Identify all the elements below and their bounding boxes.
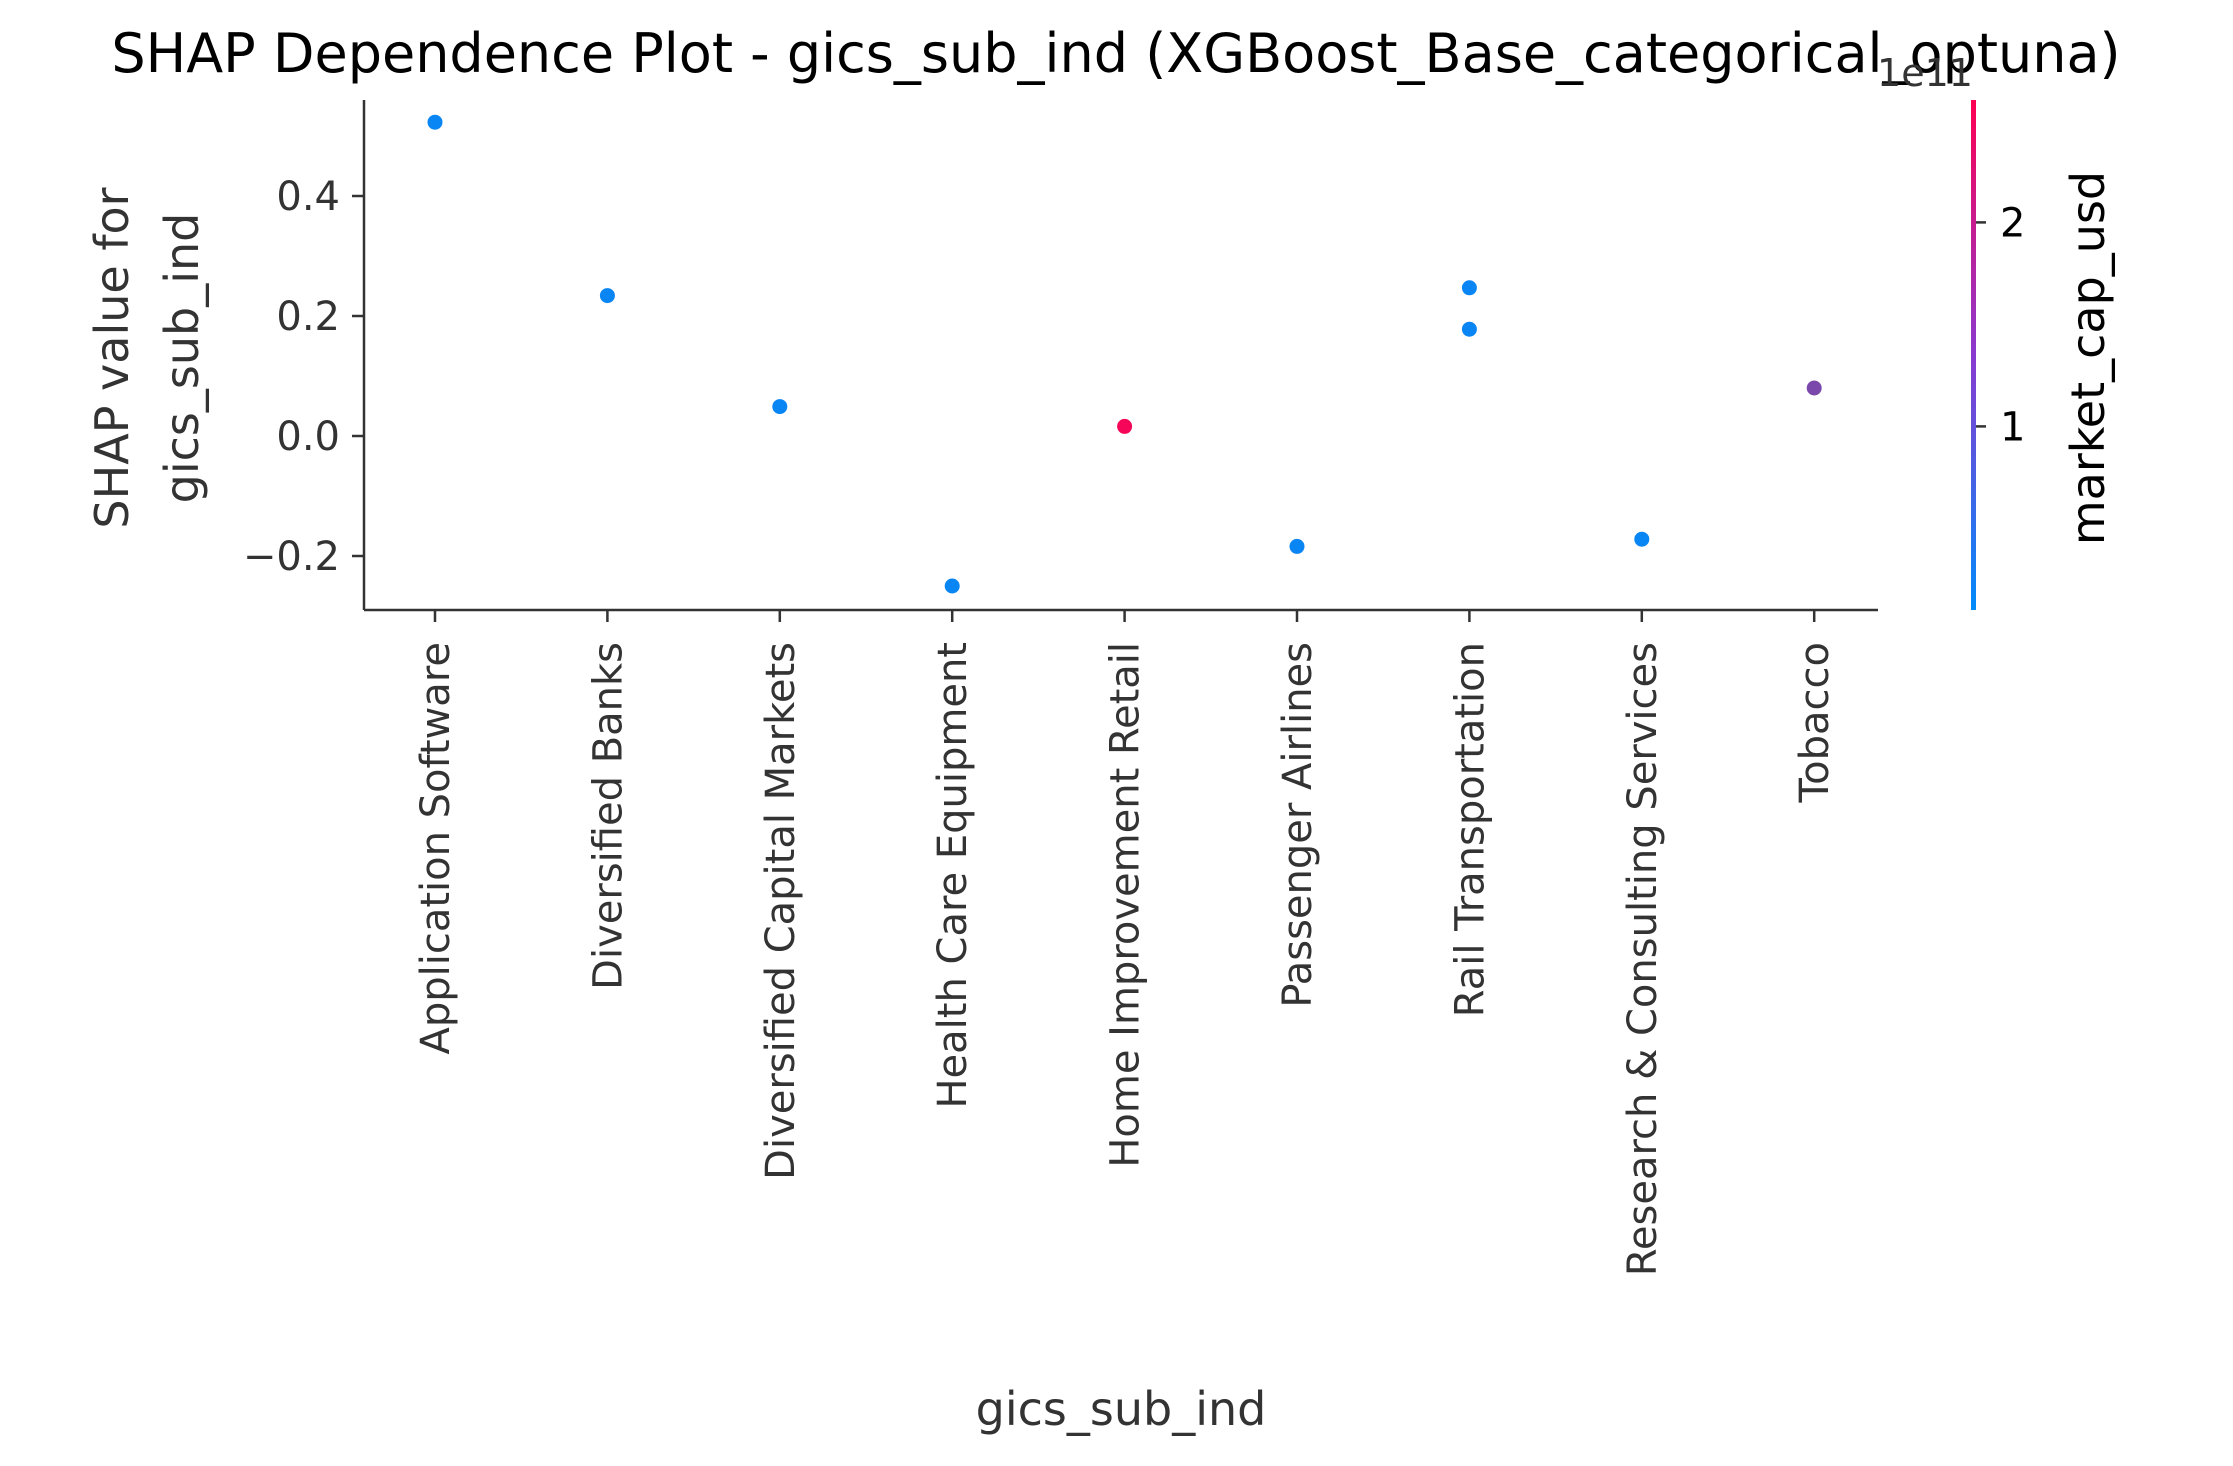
x-tick-label: Health Care Equipment	[930, 642, 976, 1109]
x-tick-label: Rail Transportation	[1447, 642, 1493, 1017]
data-point	[1117, 418, 1133, 434]
data-point	[944, 578, 960, 594]
x-tick-label: Home Improvement Retail	[1103, 642, 1149, 1168]
colorbar-tick-label: 2	[2000, 200, 2025, 246]
data-point	[427, 114, 443, 130]
y-axis-ticks: −0.2 0.0 0.2 0.4	[243, 174, 364, 580]
x-axis-ticks: Application Software Diversified Banks Div…	[413, 610, 1838, 1276]
x-tick-label: Research & Consulting Services	[1620, 642, 1666, 1276]
chart-title: SHAP Dependence Plot - gics_sub_ind (XGB…	[111, 22, 2120, 85]
data-point	[599, 288, 615, 304]
x-tick-label: Application Software	[413, 642, 459, 1055]
colorbar: 12 1e11 market_cap_usd	[1877, 51, 2115, 610]
data-point	[1634, 531, 1650, 547]
x-tick-label: Tobacco	[1792, 642, 1838, 803]
y-tick-label: 0.4	[276, 174, 340, 220]
y-tick-label: 0.0	[276, 414, 340, 460]
y-tick-label: −0.2	[243, 534, 340, 580]
y-axis-label-line-1: SHAP value for	[85, 187, 139, 528]
data-point	[1461, 321, 1477, 337]
x-axis-label: gics_sub_ind	[976, 1382, 1267, 1436]
colorbar-label: market_cap_usd	[2061, 171, 2115, 545]
data-point	[1289, 538, 1305, 554]
colorbar-ticks: 12	[1976, 200, 2025, 450]
y-axis-label-line-2: gics_sub_ind	[155, 213, 209, 504]
colorbar-offset-label: 1e11	[1877, 51, 1973, 95]
colorbar-tick-label: 1	[2000, 404, 2025, 450]
x-tick-label: Diversified Banks	[585, 642, 631, 990]
data-point	[772, 399, 788, 415]
data-point	[1806, 380, 1822, 396]
data-point	[1461, 280, 1477, 296]
plot-area: −0.2 0.0 0.2 0.4 Application Software Divers…	[243, 100, 1878, 1276]
y-tick-label: 0.2	[276, 294, 340, 340]
x-tick-label: Diversified Capital Markets	[758, 642, 804, 1180]
colorbar-gradient	[1971, 100, 1976, 610]
data-points	[427, 114, 1822, 594]
x-tick-label: Passenger Airlines	[1275, 642, 1321, 1008]
